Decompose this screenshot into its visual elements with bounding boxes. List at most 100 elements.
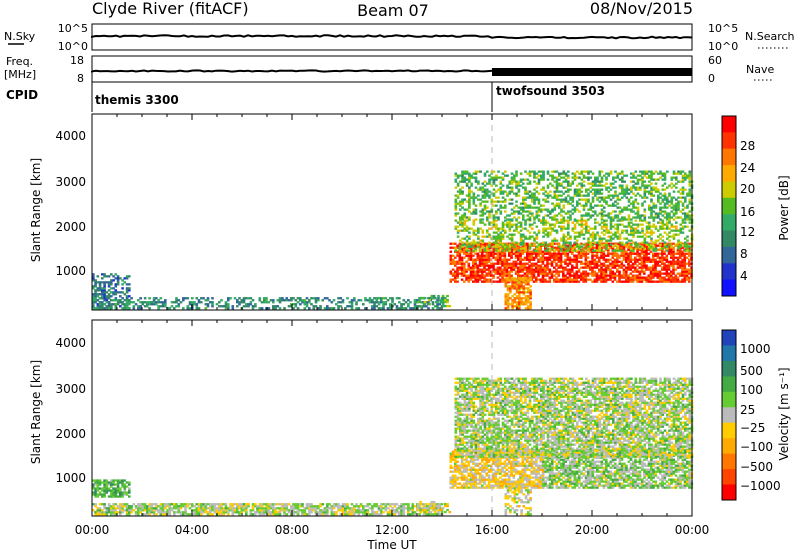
heatmap-cell-3178 bbox=[488, 180, 491, 183]
heatmap-cell-4253 bbox=[511, 285, 514, 288]
heatmap-cell-2838 bbox=[639, 235, 642, 238]
heatmap-cell-2122 bbox=[674, 262, 678, 265]
heatmap-cell-2951 bbox=[675, 225, 678, 228]
heatmap-cell-420 bbox=[236, 507, 239, 510]
heatmap-cell-2833 bbox=[636, 229, 640, 232]
heatmap-cell-2256 bbox=[461, 221, 464, 224]
heatmap-cell-3112 bbox=[474, 186, 478, 189]
heatmap-cell-1553 bbox=[591, 280, 594, 283]
heatmap-cell-4184 bbox=[688, 216, 692, 219]
heatmap-cell-2624 bbox=[576, 245, 579, 248]
heatmap-cell-1866 bbox=[636, 248, 639, 251]
heatmap-cell-3388 bbox=[533, 196, 536, 199]
heatmap-cell-2880 bbox=[650, 229, 653, 232]
heatmap-cell-1737 bbox=[618, 274, 621, 277]
heatmap-cell-479 bbox=[265, 509, 268, 512]
heatmap-cell-2568 bbox=[560, 237, 563, 240]
heatmap-cell-3905 bbox=[634, 188, 638, 191]
heatmap-cell-2428 bbox=[513, 245, 516, 248]
heatmap-cell-2278 bbox=[468, 235, 471, 238]
heatmap-cell-3862 bbox=[625, 188, 629, 191]
heatmap-cell-991 bbox=[505, 266, 509, 269]
heatmap-cell-3621 bbox=[578, 182, 581, 185]
heatmap-cell-4108 bbox=[672, 184, 676, 187]
heatmap-cell-2608 bbox=[571, 249, 575, 252]
heatmap-cell-4170 bbox=[684, 176, 687, 179]
heatmap-cell-1644 bbox=[602, 250, 606, 253]
heatmap-cell-3520 bbox=[558, 174, 561, 177]
heatmap-cell-172 bbox=[119, 505, 122, 508]
heatmap-cell-1411 bbox=[566, 244, 570, 247]
heatmap-cell-4110 bbox=[672, 172, 676, 175]
heatmap-cell-1148 bbox=[528, 268, 531, 271]
heatmap-cell-3281 bbox=[510, 176, 514, 179]
heatmap-cell-2176 bbox=[683, 274, 687, 277]
heatmap-cell-3295 bbox=[515, 200, 518, 203]
heatmap-cell-4294 bbox=[518, 281, 521, 284]
heatmap-cell-2508 bbox=[540, 219, 543, 222]
heatmap-cell-3466 bbox=[549, 190, 552, 193]
heatmap-cell-1563 bbox=[591, 254, 594, 257]
heatmap-cell-1268 bbox=[546, 272, 549, 275]
nave-trace-block bbox=[492, 68, 692, 76]
heatmap-cell-75 bbox=[114, 483, 118, 486]
heatmap-cell-1607 bbox=[598, 260, 601, 263]
heatmap-cell-2655 bbox=[585, 231, 588, 234]
heatmap-cell-4046 bbox=[661, 198, 665, 201]
heatmap-cell-1819 bbox=[629, 258, 633, 261]
heatmap-cell-922 bbox=[496, 262, 500, 265]
heatmap-cell-3633 bbox=[580, 182, 584, 185]
heatmap-cell-185 bbox=[125, 507, 129, 510]
heatmap-cell-1314 bbox=[553, 260, 556, 263]
heatmap-cell-3661 bbox=[587, 212, 590, 215]
heatmap-cell-3656 bbox=[585, 188, 588, 191]
heatmap-cell-110 bbox=[114, 273, 118, 276]
heatmap-cell-406 bbox=[305, 297, 309, 300]
heatmap-cell-1871 bbox=[638, 278, 642, 281]
heatmap-cell-1356 bbox=[559, 270, 563, 273]
heatmap-cell-3006 bbox=[454, 200, 458, 203]
heatmap-cell-1890 bbox=[640, 264, 644, 267]
heatmap-cell-428 bbox=[326, 305, 329, 308]
heatmap-cell-621 bbox=[449, 246, 453, 249]
heatmap-cell-3219 bbox=[497, 200, 500, 203]
heatmap-cell-547 bbox=[296, 513, 300, 516]
heatmap-cell-3329 bbox=[522, 202, 525, 205]
heatmap-cell-2279 bbox=[468, 231, 471, 234]
heatmap-cell-609 bbox=[446, 294, 449, 298]
heatmap-cell-3365 bbox=[528, 196, 532, 199]
heatmap-cell-554 bbox=[299, 505, 302, 508]
heatmap-cell-3740 bbox=[600, 198, 604, 201]
heatmap-cell-2835 bbox=[636, 223, 640, 226]
velocity-heatmap bbox=[92, 377, 694, 516]
heatmap-cell-614 bbox=[449, 270, 453, 273]
heatmap-cell-1698 bbox=[611, 260, 615, 263]
heatmap-cell-2130 bbox=[676, 272, 680, 275]
heatmap-cell-3630 bbox=[580, 190, 584, 193]
heatmap-cell-96 bbox=[121, 483, 124, 486]
heatmap-cell-992 bbox=[505, 264, 509, 267]
heatmap-cell-2820 bbox=[632, 223, 635, 226]
heatmap-cell-1570 bbox=[593, 280, 597, 283]
heatmap-cell-1412 bbox=[568, 280, 572, 283]
heatmap-cell-3978 bbox=[648, 170, 651, 173]
heatmap-cell-2968 bbox=[681, 227, 685, 230]
heatmap-cell-2587 bbox=[564, 241, 568, 244]
heatmap-cell-747 bbox=[472, 274, 475, 277]
heatmap-cell-1433 bbox=[571, 266, 574, 269]
heatmap-cell-2859 bbox=[645, 231, 649, 234]
heatmap-cell-445 bbox=[341, 299, 345, 302]
heatmap-cell-317 bbox=[231, 305, 235, 308]
heatmap-cell-4022 bbox=[657, 212, 660, 215]
heatmap-cell-89 bbox=[110, 287, 113, 290]
heatmap-cell-3597 bbox=[573, 190, 577, 193]
heatmap-cell-3846 bbox=[623, 218, 626, 221]
heatmap-cell-3636 bbox=[580, 170, 584, 173]
heatmap-cell-66 bbox=[112, 487, 115, 490]
heatmap-cell-834 bbox=[483, 256, 486, 259]
heatmap-cell-1709 bbox=[613, 272, 617, 275]
heatmap-cell-3930 bbox=[639, 178, 642, 181]
heatmap-cell-4118 bbox=[675, 202, 678, 205]
heatmap-cell-2486 bbox=[533, 249, 536, 252]
heatmap-cell-2811 bbox=[630, 225, 633, 228]
